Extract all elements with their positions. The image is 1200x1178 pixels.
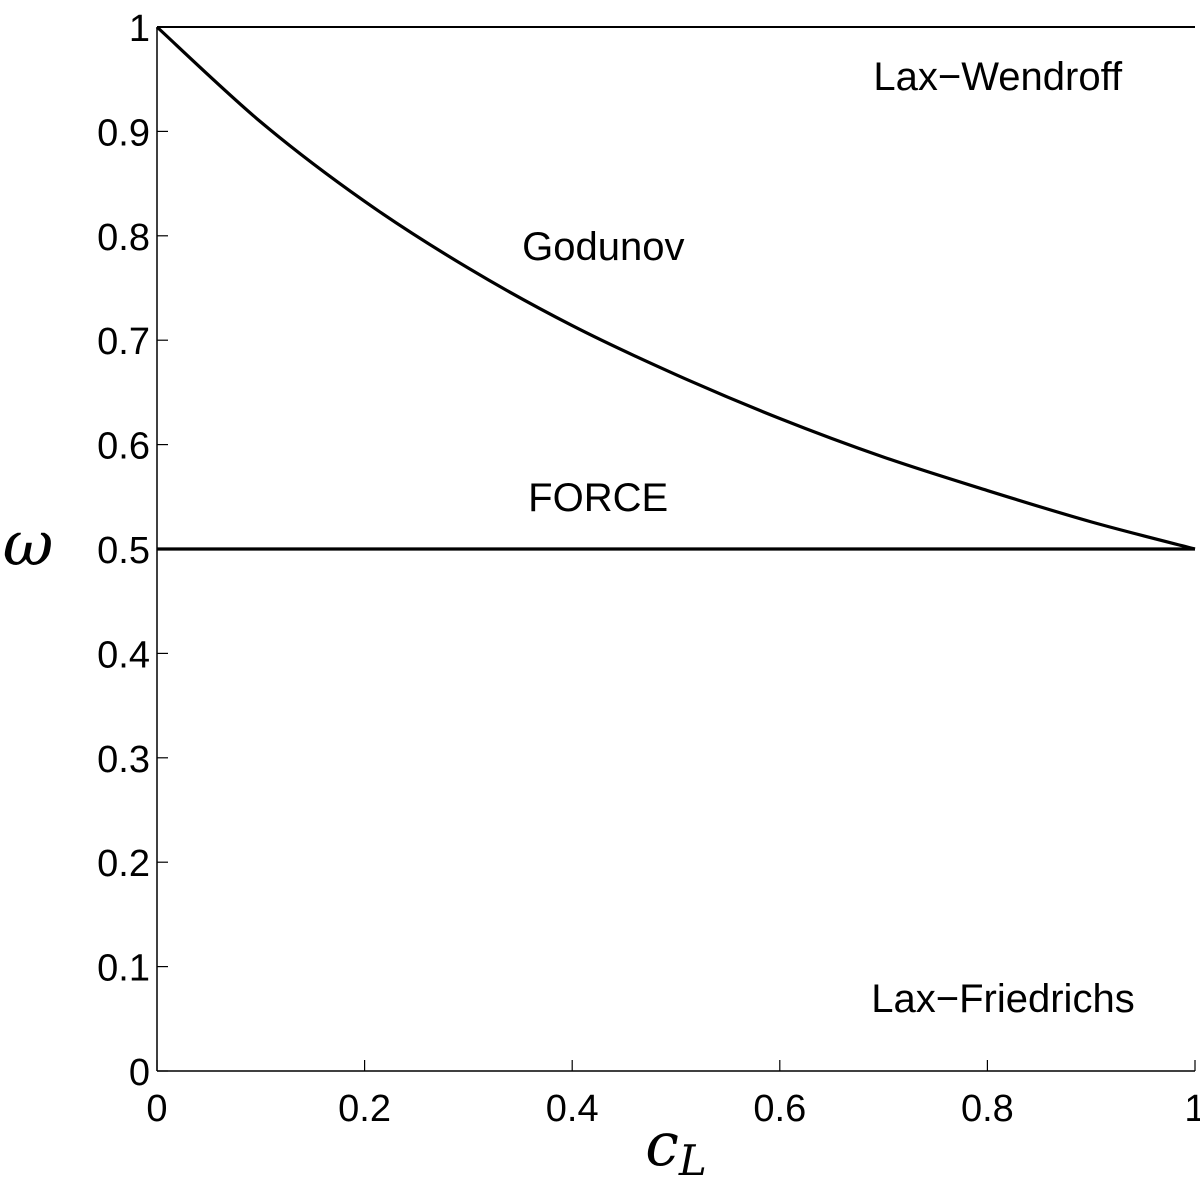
x-tick-label: 0.2 (338, 1088, 391, 1130)
series-lines (155, 25, 1196, 551)
y-axis-label: ω (3, 507, 54, 580)
annotation-label: Lax−Friedrichs (871, 977, 1134, 1021)
x-tick-label: 0.8 (961, 1088, 1014, 1130)
y-tick-label: 0.9 (97, 112, 150, 154)
x-tick-label: 0.6 (753, 1088, 806, 1130)
x-tick-label: 0 (146, 1088, 167, 1130)
y-tick-label: 0.4 (97, 634, 150, 676)
annotation-label: FORCE (528, 476, 668, 520)
annotations: Lax−Wendroff Godunov FORCE Lax−Friedrichs (522, 55, 1135, 1021)
annotation-label: Godunov (522, 225, 684, 269)
y-tick-label: 0.2 (97, 843, 150, 885)
tick-labels: 0 0.2 0.4 0.6 0.8 1 0 0.1 0.2 0.3 0.4 0.5 0.6 0.7 0.8 0… (97, 8, 1200, 1130)
x-tick-label: 0.4 (546, 1088, 599, 1130)
y-tick-label: 0.3 (97, 739, 150, 781)
x-axis-label-subscript: L (678, 1136, 707, 1178)
y-tick-label: 0.1 (97, 948, 150, 990)
x-tick-label: 1 (1184, 1088, 1200, 1130)
y-tick-label: 1 (129, 8, 150, 50)
y-tick-label: 0.7 (97, 321, 150, 363)
series-line (155, 25, 1196, 551)
y-tick-label: 0.8 (97, 217, 150, 259)
y-tick-label: 0.5 (97, 530, 150, 572)
annotation-label: Lax−Wendroff (873, 55, 1123, 99)
x-axis-label: cL (645, 1110, 707, 1178)
x-axis-label-main: c (645, 1110, 679, 1178)
y-tick-label: 0 (129, 1052, 150, 1094)
y-tick-label: 0.6 (97, 426, 150, 468)
